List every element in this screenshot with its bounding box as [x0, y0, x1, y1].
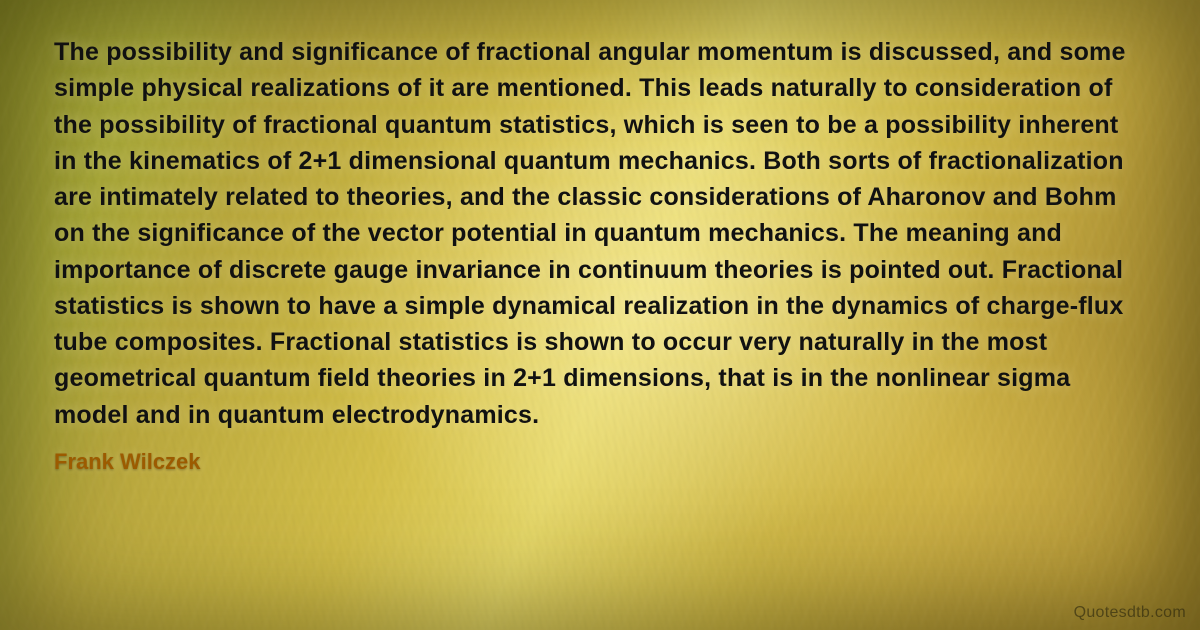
site-watermark: Quotesdtb.com	[1074, 604, 1186, 622]
quote-author: Frank Wilczek	[54, 449, 1146, 475]
quote-text: The possibility and significance of frac…	[54, 34, 1146, 433]
quote-card: The possibility and significance of frac…	[0, 0, 1200, 630]
